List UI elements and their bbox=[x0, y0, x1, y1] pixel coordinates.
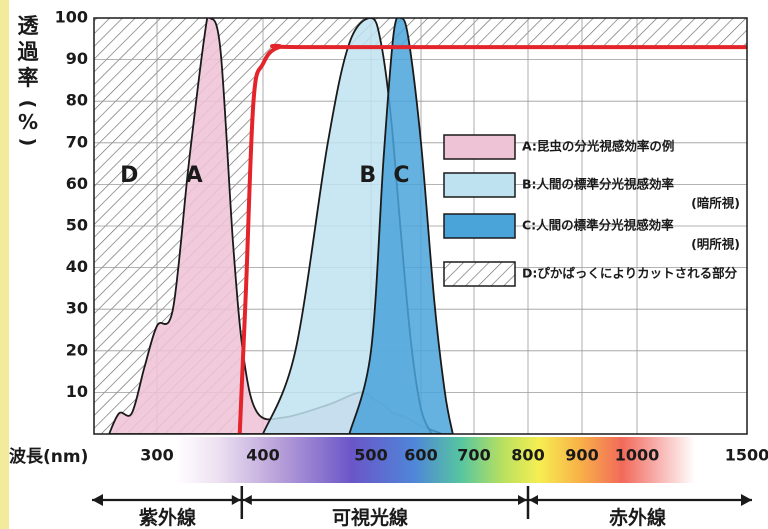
curve-label-C: C bbox=[393, 163, 409, 188]
region-label-ir: 赤外線 bbox=[604, 507, 672, 529]
y-tick-label: 100 bbox=[55, 8, 88, 27]
cut-curve bbox=[237, 43, 747, 434]
plot-frame bbox=[93, 17, 748, 435]
x-tick-label: 300 bbox=[140, 446, 173, 465]
y-axis-label-char-2: 過 bbox=[17, 40, 39, 64]
y-tick-label: 20 bbox=[66, 340, 88, 359]
y-tick-label: 30 bbox=[66, 299, 88, 318]
x-tick-label: 600 bbox=[404, 446, 437, 465]
y-tick-label: 80 bbox=[66, 91, 88, 110]
legend-swatch-C bbox=[443, 213, 516, 239]
y-tick-label: 60 bbox=[66, 174, 88, 193]
curve-label-B: B bbox=[359, 163, 376, 188]
y-tick-label: 10 bbox=[66, 382, 88, 401]
x-tick-label: 700 bbox=[457, 446, 490, 465]
y-tick-label: 40 bbox=[66, 257, 88, 276]
legend-label-D: D:ぴかぱっくによりカットされる部分 bbox=[522, 266, 738, 281]
legend-label-A: A:昆虫の分光視感効率の例 bbox=[522, 139, 674, 154]
x-tick-label: 1000 bbox=[615, 446, 660, 465]
x-tick-label: 800 bbox=[511, 446, 544, 465]
region-divider-arrow bbox=[231, 495, 241, 505]
spectrum-band bbox=[175, 437, 695, 483]
region-arrow-left bbox=[92, 494, 103, 506]
legend-swatch-A bbox=[443, 134, 516, 160]
y-axis-label-char-5: % bbox=[17, 110, 39, 134]
region-divider-arrow bbox=[242, 495, 252, 505]
legend-sublabel-C: (明所視) bbox=[691, 237, 740, 252]
curve-label-D: D bbox=[120, 163, 138, 188]
x-tick-label: 1500 bbox=[725, 446, 768, 465]
y-tick-label: 50 bbox=[66, 216, 88, 235]
legend-label-B: B:人間の標準分光視感効率 bbox=[522, 177, 675, 192]
region-label-uv: 紫外線 bbox=[134, 507, 202, 529]
region-divider-arrow bbox=[529, 495, 538, 505]
series-C-area bbox=[348, 18, 454, 434]
side-strip bbox=[0, 0, 9, 529]
region-arrow-right bbox=[741, 494, 752, 506]
y-axis-label-char-1: 透 bbox=[17, 14, 39, 38]
curve-label-A: A bbox=[186, 163, 203, 188]
x-tick-label: 900 bbox=[565, 446, 598, 465]
legend-label-C: C:人間の標準分光視感効率 bbox=[522, 218, 674, 233]
legend-sublabel-B: (暗所視) bbox=[691, 196, 740, 211]
region-divider-arrow bbox=[518, 495, 527, 505]
x-tick-label: 400 bbox=[246, 446, 279, 465]
y-tick-label: 70 bbox=[66, 132, 88, 151]
y-axis-label-char-3: 率 bbox=[17, 66, 39, 90]
x-tick-label: 500 bbox=[354, 446, 387, 465]
x-axis-label: 波長(nm) bbox=[9, 447, 89, 467]
legend-swatch-D bbox=[443, 261, 516, 287]
y-tick-label: 90 bbox=[66, 49, 88, 68]
region-label-visible: 可視光線 bbox=[327, 507, 414, 529]
legend-swatch-B bbox=[443, 172, 516, 198]
